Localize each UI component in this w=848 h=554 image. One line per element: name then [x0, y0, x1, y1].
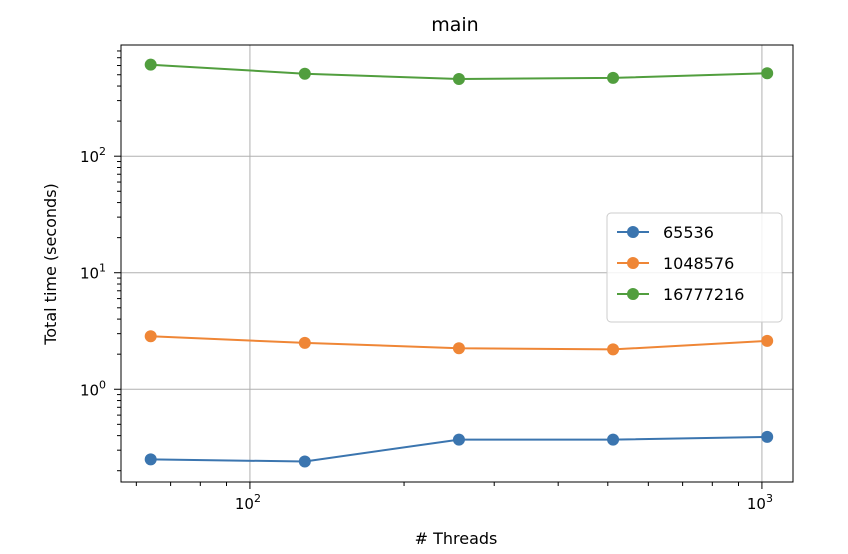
legend-marker-1048576 — [627, 257, 639, 269]
data-point-65536 — [452, 433, 465, 446]
data-point-16777216 — [452, 72, 465, 85]
legend-marker-16777216 — [627, 288, 639, 300]
data-point-16777216 — [761, 67, 774, 80]
x-tick-label: 102 — [235, 492, 261, 513]
data-point-1048576 — [298, 336, 311, 349]
data-point-1048576 — [144, 330, 157, 343]
y-tick-label: 100 — [80, 378, 106, 399]
plot-frame — [120, 44, 794, 483]
x-axis-label: # Threads — [415, 529, 498, 548]
y-tick-label: 101 — [80, 262, 106, 283]
data-point-65536 — [298, 455, 311, 468]
x-tick-label: 103 — [747, 492, 773, 513]
data-point-16777216 — [607, 71, 620, 84]
legend-label-16777216: 16777216 — [663, 285, 744, 304]
data-point-16777216 — [144, 58, 157, 71]
legend-label-65536: 65536 — [663, 223, 714, 242]
legend-label-1048576: 1048576 — [663, 254, 734, 273]
axes: 102 103 100 101 102 — [80, 50, 773, 513]
data-point-65536 — [144, 453, 157, 466]
legend-marker-65536 — [627, 226, 639, 238]
legend-box — [606, 212, 783, 323]
y-tick-label: 102 — [80, 145, 106, 166]
chart-title: main — [431, 14, 478, 36]
data-point-65536 — [607, 433, 620, 446]
series-layer — [144, 58, 774, 468]
legend: 65536 1048576 16777216 — [606, 212, 783, 323]
data-point-1048576 — [452, 342, 465, 355]
data-point-1048576 — [761, 334, 774, 347]
data-point-1048576 — [607, 343, 620, 356]
y-axis-label: Total time (seconds) — [41, 183, 60, 346]
data-point-16777216 — [298, 67, 311, 80]
data-point-65536 — [761, 430, 774, 443]
